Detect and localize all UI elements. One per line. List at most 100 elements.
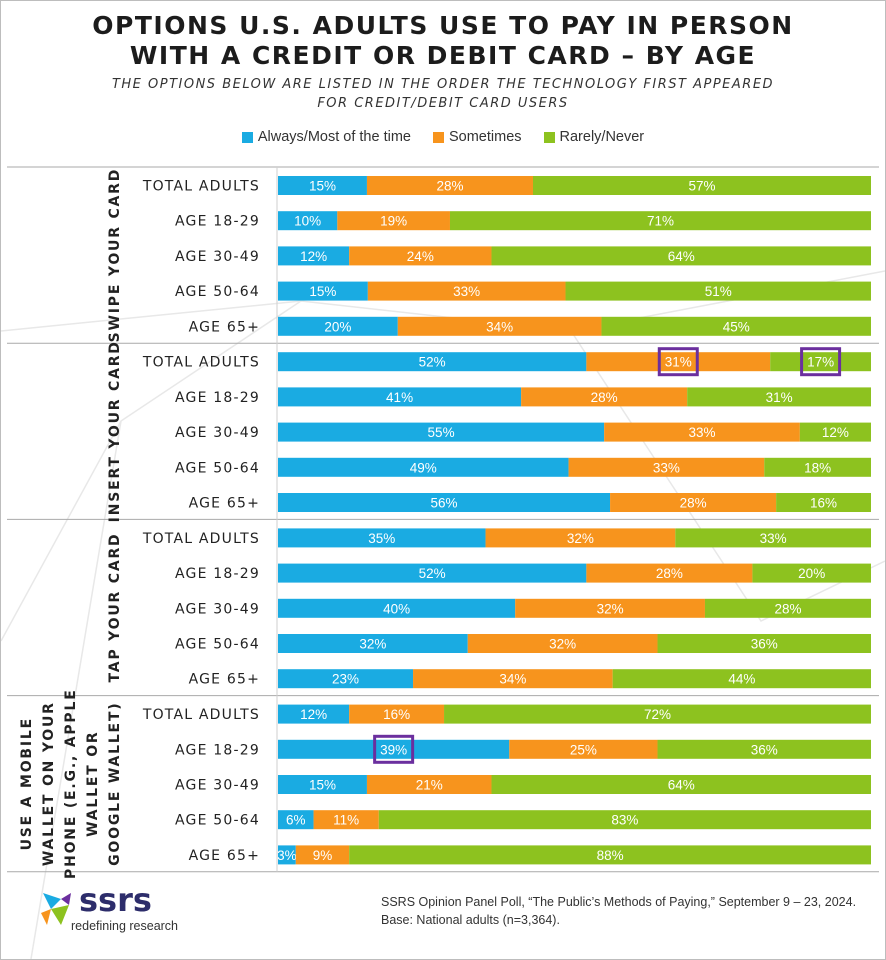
bar-segment [413, 669, 613, 689]
bar-segment [657, 634, 871, 653]
data-label: 45% [723, 319, 750, 334]
data-label: 28% [680, 496, 707, 511]
chart-subtitle-line-2: FOR CREDIT/DEBIT CARD USERS [317, 96, 569, 111]
data-label: 34% [486, 319, 513, 334]
data-label: 55% [428, 425, 455, 440]
data-label: 12% [300, 707, 327, 722]
bar-segment [485, 528, 676, 548]
bar-segment [397, 316, 602, 336]
data-label: 11% [333, 813, 359, 828]
data-label: 52% [419, 355, 446, 370]
bar-segment [509, 739, 658, 759]
row-label: AGE 18-29 [175, 390, 260, 406]
row-label: TOTAL ADULTS [142, 179, 260, 195]
bar-segment [278, 634, 468, 653]
source-note: SSRS Opinion Panel Poll, “The Public’s M… [381, 893, 881, 929]
data-label: 64% [668, 249, 695, 264]
data-label: 12% [822, 425, 849, 440]
category-label-line: WALLET ON YOUR [41, 701, 57, 866]
highlight-box [800, 347, 842, 377]
bar-segment [349, 246, 492, 266]
bar-segment [378, 810, 871, 830]
bar-segment [295, 845, 350, 865]
data-label: 64% [668, 778, 695, 793]
logo-tagline: redefining research [71, 919, 179, 933]
bar-segment [449, 211, 871, 231]
bar-segment [278, 669, 414, 689]
bar-segment [444, 704, 871, 724]
bar-segment [704, 598, 871, 618]
bar-segment [764, 457, 871, 477]
data-label: 52% [419, 566, 446, 581]
bar-segment [313, 810, 379, 830]
bar-segment [337, 211, 450, 231]
bar-segment [586, 563, 753, 583]
data-label: 49% [410, 460, 437, 475]
source-line-1: SSRS Opinion Panel Poll, “The Public’s M… [381, 895, 857, 909]
bar-segment [366, 775, 492, 794]
data-label: 24% [407, 249, 434, 264]
legend-swatch-sometimes [432, 131, 444, 143]
category-label-line: PHONE (E.G., APPLE [63, 688, 79, 879]
legend-label-always: Always/Most of the time [257, 129, 411, 145]
row-label: AGE 18-29 [175, 742, 260, 758]
bar-segment [278, 739, 510, 759]
legend-item-sometimes: Sometimes [432, 129, 522, 145]
logo-wordmark: ssrs [79, 881, 152, 919]
data-label: 16% [810, 496, 837, 511]
data-label: 28% [656, 566, 683, 581]
bar-segment [521, 387, 688, 407]
bar-segment [349, 845, 871, 865]
data-label: 36% [751, 742, 778, 757]
category-label-line: USE A MOBILE [19, 717, 35, 850]
row-label: AGE 50-64 [175, 813, 260, 829]
bar-segment [278, 316, 398, 336]
data-label: 40% [383, 601, 410, 616]
bar-segment [491, 775, 871, 794]
data-label: 25% [570, 742, 597, 757]
data-label: 57% [688, 179, 715, 194]
legend-label-rarely: Rarely/Never [559, 129, 645, 145]
ssrs-logo-mark-icon [41, 893, 71, 925]
row-label: AGE 65+ [189, 848, 260, 864]
chart-title-line-1: OPTIONS U.S. ADULTS USE TO PAY IN PERSON [92, 11, 794, 40]
bar-segment [491, 246, 871, 266]
category-label-line: TAP YOUR CARD [107, 533, 123, 683]
data-label: 88% [597, 848, 624, 863]
bar-segment [467, 634, 658, 653]
row-label: TOTAL ADULTS [142, 531, 260, 547]
legend-label-sometimes: Sometimes [448, 129, 522, 145]
data-label: 15% [309, 778, 336, 793]
data-label: 28% [774, 601, 801, 616]
data-label: 23% [332, 672, 359, 687]
data-label: 34% [499, 672, 526, 687]
data-label: 44% [728, 672, 755, 687]
data-label: 20% [324, 319, 351, 334]
bar-segment [278, 845, 296, 865]
category-label-line: GOOGLE WALLET) [107, 702, 123, 866]
row-label: AGE 65+ [189, 672, 260, 688]
data-label: 31% [665, 355, 692, 370]
category-label-line: SWIPE YOUR CARD [107, 168, 123, 343]
data-label: 32% [567, 531, 594, 546]
data-label: 39% [380, 742, 407, 757]
category-label-line: INSERT YOUR CARD [107, 340, 123, 522]
highlight-box [373, 734, 415, 764]
category-label: SWIPE YOUR CARD [107, 168, 123, 343]
legend-swatch-rarely [543, 131, 555, 143]
bar-segment [278, 810, 314, 830]
bar-segment [278, 775, 367, 794]
row-label: AGE 18-29 [175, 214, 260, 230]
bar-segment [278, 704, 350, 724]
legend: Always/Most of the time Sometimes Rarely… [1, 129, 885, 145]
bar-segment [278, 246, 350, 266]
row-label: AGE 50-64 [175, 637, 260, 653]
row-label: AGE 30-49 [175, 601, 260, 617]
data-label: 33% [688, 425, 715, 440]
data-label: 56% [431, 496, 458, 511]
data-label: 10% [294, 214, 321, 229]
data-label: 36% [751, 637, 778, 652]
data-label: 3% [277, 848, 297, 863]
